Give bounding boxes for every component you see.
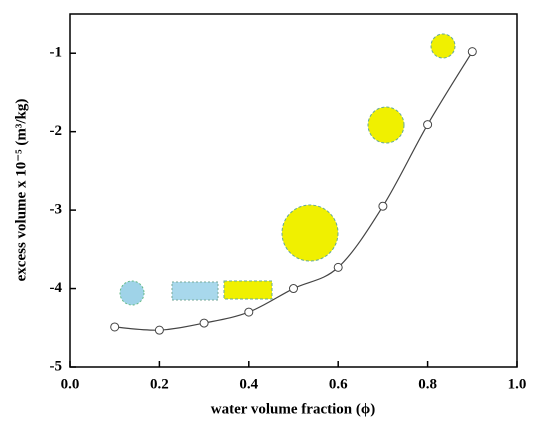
data-point xyxy=(333,262,343,272)
data-point xyxy=(199,318,209,328)
micelle-illustration xyxy=(119,280,145,306)
lamellar-illustration xyxy=(223,280,273,300)
data-line xyxy=(114,51,473,331)
plot-frame xyxy=(69,13,518,368)
micelle-illustration xyxy=(281,204,339,262)
y-tick-label: -3 xyxy=(50,202,63,218)
y-tick-label: -1 xyxy=(50,45,63,61)
x-tick-label: 1.0 xyxy=(508,376,527,392)
x-tick-label: 0.8 xyxy=(418,376,437,392)
x-axis-label: water volume fraction (ϕ) xyxy=(211,401,375,417)
bilayer-illustration xyxy=(171,281,219,301)
y-tick-label: -4 xyxy=(50,280,63,296)
data-point xyxy=(244,307,254,317)
data-point xyxy=(154,325,164,335)
data-point xyxy=(289,284,298,294)
y-tick-label: -2 xyxy=(50,123,63,139)
x-tick-label: 0.0 xyxy=(61,376,80,392)
micelle-illustration xyxy=(430,33,456,59)
y-axis-label: excess volume x 10⁻⁵ (m³/kg) xyxy=(13,99,29,282)
x-tick-label: 0.6 xyxy=(329,376,348,392)
data-point xyxy=(378,201,388,211)
illustrations xyxy=(119,33,456,306)
x-tick-label: 0.2 xyxy=(150,376,169,392)
x-tick-label: 0.4 xyxy=(239,376,258,392)
data-point xyxy=(110,322,120,332)
micelle-illustration xyxy=(367,106,405,144)
y-tick-label: -5 xyxy=(50,358,63,374)
data-point xyxy=(467,47,477,57)
data-point xyxy=(423,120,433,130)
